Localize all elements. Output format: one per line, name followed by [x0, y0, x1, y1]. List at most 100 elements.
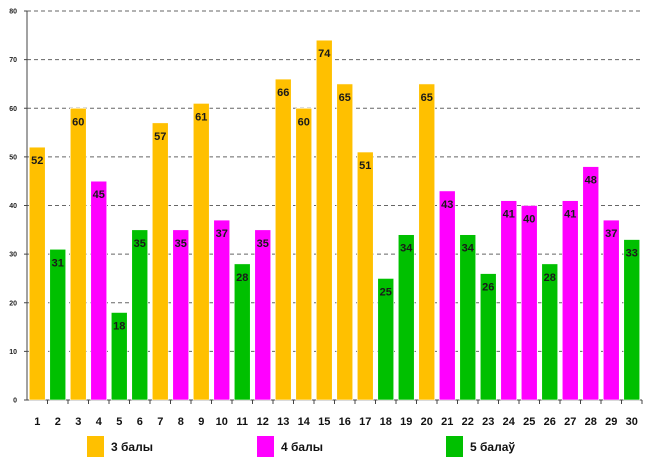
bar	[438, 190, 456, 401]
data-label: 26	[482, 282, 494, 294]
y-tick-label: 70	[9, 57, 17, 64]
data-label: 34	[462, 243, 475, 255]
y-tick-label: 60	[9, 106, 17, 113]
bar	[397, 234, 415, 401]
x-tick-label: 15	[318, 416, 330, 428]
legend-swatch	[87, 436, 104, 457]
bar	[69, 107, 87, 401]
x-tick-label: 2	[55, 416, 61, 428]
x-tick-label: 16	[339, 416, 351, 428]
bar	[541, 263, 559, 401]
bar	[49, 248, 67, 401]
bar	[28, 146, 46, 401]
x-tick-label: 25	[523, 416, 535, 428]
data-label: 48	[585, 175, 597, 187]
x-tick-label: 29	[605, 416, 617, 428]
bar	[172, 229, 190, 401]
y-tick-label: 30	[9, 252, 17, 259]
data-label: 60	[72, 116, 84, 128]
x-tick-label: 14	[298, 416, 311, 428]
legend-item-5: 5 балаў	[446, 436, 515, 457]
x-tick-label: 1	[34, 416, 40, 428]
bar	[315, 39, 333, 401]
data-label: 25	[380, 286, 392, 298]
data-label: 52	[31, 155, 43, 167]
data-label: 35	[175, 238, 187, 250]
data-label: 57	[154, 131, 166, 143]
bar	[500, 200, 518, 401]
x-tick-label: 12	[257, 416, 269, 428]
bar	[459, 234, 477, 401]
y-tick-label: 80	[9, 9, 17, 16]
data-label: 65	[421, 92, 433, 104]
bar	[356, 151, 374, 401]
x-tick-label: 10	[216, 416, 228, 428]
x-tick-label: 30	[626, 416, 638, 428]
data-label: 60	[298, 116, 310, 128]
legend-swatch	[257, 436, 274, 457]
bar	[377, 278, 395, 401]
bar	[254, 229, 272, 401]
x-tick-label: 5	[116, 416, 122, 428]
x-tick-label: 19	[400, 416, 412, 428]
bar	[110, 312, 128, 401]
legend-label: 4 балы	[281, 439, 323, 454]
x-tick-label: 13	[277, 416, 289, 428]
bar	[131, 229, 149, 401]
x-tick-label: 20	[421, 416, 433, 428]
x-tick-label: 3	[75, 416, 81, 428]
data-label: 28	[236, 272, 248, 284]
data-label: 28	[544, 272, 556, 284]
x-tick-label: 17	[359, 416, 371, 428]
bar	[561, 200, 579, 401]
x-tick-label: 7	[157, 416, 163, 428]
x-tick-label: 9	[198, 416, 204, 428]
legend-label: 3 балы	[111, 439, 153, 454]
data-label: 18	[113, 320, 125, 332]
bar	[295, 107, 313, 401]
bar	[623, 239, 641, 401]
legend-label: 5 балаў	[470, 439, 516, 454]
x-tick-label: 4	[96, 416, 103, 428]
x-tick-label: 26	[544, 416, 556, 428]
legend-swatch	[446, 436, 463, 457]
x-tick-label: 27	[564, 416, 576, 428]
data-label: 51	[359, 160, 371, 172]
data-label: 40	[523, 214, 535, 226]
x-tick-label: 18	[380, 416, 392, 428]
x-tick-label: 22	[462, 416, 474, 428]
bar	[274, 78, 292, 401]
bar	[479, 273, 497, 401]
data-label: 37	[216, 228, 228, 240]
x-tick-label: 8	[178, 416, 184, 428]
data-label: 61	[195, 111, 207, 123]
data-label: 66	[277, 87, 289, 99]
data-label: 34	[400, 243, 413, 255]
x-tick-label: 28	[585, 416, 597, 428]
bar	[151, 122, 169, 401]
x-tick-label: 24	[503, 416, 516, 428]
data-label: 33	[626, 248, 638, 260]
data-label: 74	[318, 48, 331, 60]
x-tick-label: 6	[137, 416, 143, 428]
bar	[336, 83, 354, 401]
y-tick-label: 10	[9, 349, 17, 356]
x-tick-label: 21	[441, 416, 453, 428]
x-tick-label: 23	[482, 416, 494, 428]
bar	[192, 103, 210, 401]
bar	[520, 205, 538, 401]
bar	[90, 180, 108, 401]
x-tick-label: 11	[236, 416, 248, 428]
data-label: 41	[503, 209, 515, 221]
bar	[233, 263, 251, 401]
bar	[213, 219, 231, 401]
data-label: 41	[564, 209, 576, 221]
data-label: 65	[339, 92, 351, 104]
bar	[418, 83, 436, 401]
y-tick-label: 40	[9, 203, 17, 210]
data-label: 37	[605, 228, 617, 240]
data-label: 45	[93, 189, 105, 201]
data-label: 35	[134, 238, 146, 250]
y-tick-label: 50	[9, 154, 17, 161]
bar	[582, 166, 600, 401]
